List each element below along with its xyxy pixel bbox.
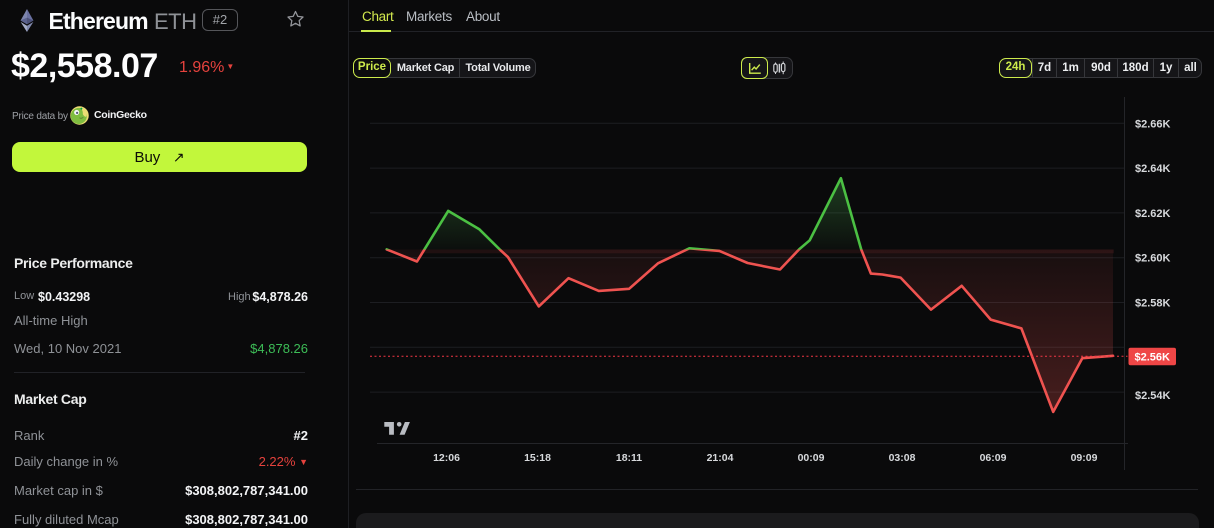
svg-text:$2.66K: $2.66K: [1135, 118, 1171, 130]
svg-text:$2.60K: $2.60K: [1135, 253, 1171, 265]
svg-text:06:09: 06:09: [980, 452, 1007, 464]
svg-text:$2.54K: $2.54K: [1135, 390, 1171, 402]
svg-text:$2.64K: $2.64K: [1135, 163, 1171, 175]
svg-text:12:06: 12:06: [433, 452, 460, 464]
svg-text:15:18: 15:18: [524, 452, 551, 464]
svg-text:18:11: 18:11: [616, 452, 642, 464]
svg-text:$2.56K: $2.56K: [1134, 351, 1170, 363]
svg-text:00:09: 00:09: [798, 452, 825, 464]
svg-text:$2.58K: $2.58K: [1135, 298, 1171, 310]
svg-text:03:08: 03:08: [889, 452, 916, 464]
svg-text:21:04: 21:04: [707, 452, 734, 464]
svg-text:$2.62K: $2.62K: [1135, 208, 1171, 220]
svg-text:09:09: 09:09: [1071, 452, 1098, 464]
